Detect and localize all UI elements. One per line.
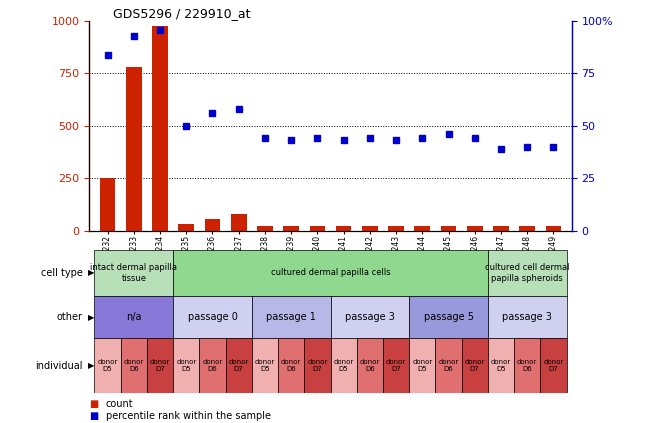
Text: donor
D7: donor D7 bbox=[229, 360, 249, 372]
Text: donor
D6: donor D6 bbox=[281, 360, 301, 372]
Bar bbox=[330, 296, 409, 338]
Text: donor
D6: donor D6 bbox=[360, 360, 380, 372]
Bar bbox=[461, 338, 488, 393]
Text: donor
D5: donor D5 bbox=[176, 360, 196, 372]
Text: passage 5: passage 5 bbox=[424, 312, 473, 322]
Bar bbox=[225, 338, 252, 393]
Bar bbox=[278, 338, 304, 393]
Bar bbox=[173, 250, 488, 296]
Bar bbox=[357, 338, 383, 393]
Text: percentile rank within the sample: percentile rank within the sample bbox=[106, 411, 271, 420]
Bar bbox=[493, 226, 509, 231]
Bar bbox=[126, 67, 141, 231]
Bar bbox=[121, 338, 147, 393]
Bar bbox=[330, 338, 357, 393]
Bar bbox=[540, 338, 566, 393]
Text: donor
D7: donor D7 bbox=[465, 360, 485, 372]
Text: passage 0: passage 0 bbox=[188, 312, 237, 322]
Bar bbox=[514, 338, 540, 393]
Text: cultured cell dermal
papilla spheroids: cultured cell dermal papilla spheroids bbox=[485, 263, 569, 283]
Text: cultured dermal papilla cells: cultured dermal papilla cells bbox=[271, 268, 390, 277]
Text: donor
D5: donor D5 bbox=[491, 360, 511, 372]
Bar bbox=[173, 296, 252, 338]
Text: donor
D7: donor D7 bbox=[150, 360, 170, 372]
Bar bbox=[488, 250, 566, 296]
Bar bbox=[252, 338, 278, 393]
Bar bbox=[257, 226, 273, 231]
Text: donor
D6: donor D6 bbox=[438, 360, 459, 372]
Bar bbox=[436, 338, 461, 393]
Text: donor
D6: donor D6 bbox=[517, 360, 537, 372]
Bar bbox=[95, 296, 173, 338]
Text: donor
D7: donor D7 bbox=[307, 360, 327, 372]
Bar bbox=[545, 226, 561, 231]
Bar bbox=[173, 338, 200, 393]
Text: passage 3: passage 3 bbox=[345, 312, 395, 322]
Text: donor
D5: donor D5 bbox=[334, 360, 354, 372]
Bar bbox=[520, 226, 535, 231]
Bar bbox=[95, 250, 173, 296]
Text: cell type: cell type bbox=[41, 268, 83, 278]
Bar bbox=[100, 178, 116, 231]
Text: donor
D6: donor D6 bbox=[124, 360, 144, 372]
Bar bbox=[383, 338, 409, 393]
Text: intact dermal papilla
tissue: intact dermal papilla tissue bbox=[91, 263, 177, 283]
Text: donor
D6: donor D6 bbox=[202, 360, 223, 372]
Text: GDS5296 / 229910_at: GDS5296 / 229910_at bbox=[114, 7, 251, 20]
Bar bbox=[488, 296, 566, 338]
Bar bbox=[252, 296, 330, 338]
Bar bbox=[488, 338, 514, 393]
Bar bbox=[152, 26, 168, 231]
Text: donor
D7: donor D7 bbox=[543, 360, 564, 372]
Bar bbox=[336, 226, 352, 231]
Bar bbox=[284, 226, 299, 231]
Bar bbox=[414, 226, 430, 231]
Bar bbox=[178, 224, 194, 231]
Bar bbox=[231, 214, 247, 231]
Bar bbox=[362, 226, 377, 231]
Text: count: count bbox=[106, 399, 134, 409]
Text: ■: ■ bbox=[89, 411, 98, 420]
Text: donor
D7: donor D7 bbox=[386, 360, 407, 372]
Bar bbox=[205, 219, 220, 231]
Bar bbox=[147, 338, 173, 393]
Bar bbox=[309, 226, 325, 231]
Text: passage 3: passage 3 bbox=[502, 312, 552, 322]
Text: individual: individual bbox=[35, 361, 83, 371]
Text: donor
D5: donor D5 bbox=[97, 360, 118, 372]
Bar bbox=[304, 338, 330, 393]
Text: other: other bbox=[57, 312, 83, 322]
Bar bbox=[409, 338, 436, 393]
Text: donor
D5: donor D5 bbox=[412, 360, 432, 372]
Bar bbox=[388, 226, 404, 231]
Bar bbox=[441, 226, 456, 231]
Text: n/a: n/a bbox=[126, 312, 141, 322]
Bar bbox=[95, 338, 121, 393]
Text: ▶: ▶ bbox=[88, 268, 95, 277]
Bar bbox=[409, 296, 488, 338]
Bar bbox=[467, 226, 483, 231]
Text: ■: ■ bbox=[89, 399, 98, 409]
Text: ▶: ▶ bbox=[88, 313, 95, 322]
Bar bbox=[200, 338, 225, 393]
Text: donor
D5: donor D5 bbox=[254, 360, 275, 372]
Text: passage 1: passage 1 bbox=[266, 312, 316, 322]
Text: ▶: ▶ bbox=[88, 361, 95, 371]
